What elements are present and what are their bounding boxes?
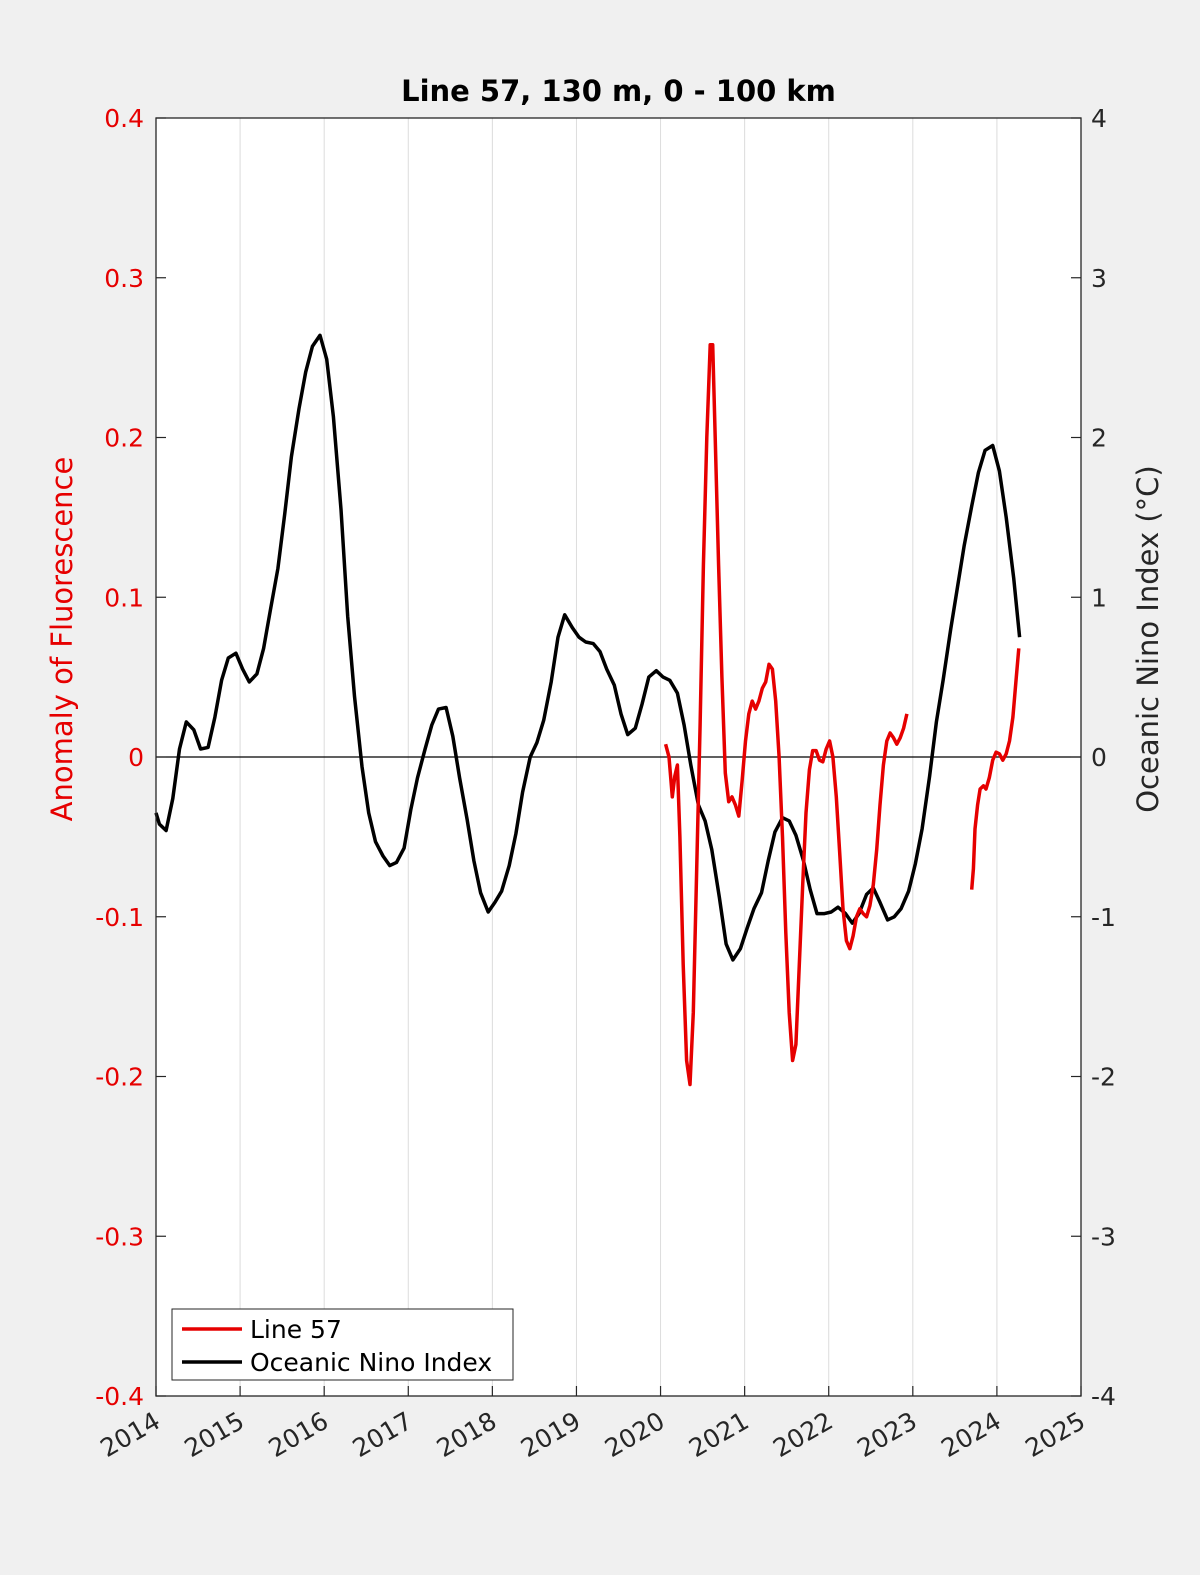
left-tick-label: -0.4 [95,1382,144,1411]
right-tick-label: 1 [1091,583,1107,612]
series-layer [154,333,1022,1087]
left-tick-label: 0 [128,743,144,772]
left-axis-label: Anomaly of Fluorescence [45,457,79,822]
legend: Line 57 Oceanic Nino Index [171,1308,514,1381]
line-57-series-segment [969,648,1021,890]
left-tick-label: 0.2 [104,424,144,453]
left-tick-label: -0.3 [95,1222,144,1251]
right-tick-label: 2 [1091,424,1107,453]
right-axis-label: Oceanic Nino Index (°C) [1131,465,1165,813]
chart-title: Line 57, 130 m, 0 - 100 km [401,74,836,108]
left-tick-label: 0.3 [104,264,144,293]
line-57-series-segment [663,343,909,1087]
legend-box [171,1308,514,1381]
right-axis-ticks: -4 -3 -2 -1 0 1 2 3 4 [1071,104,1116,1411]
legend-label-line-57: Line 57 [250,1315,342,1344]
right-tick-label: 0 [1091,743,1107,772]
left-axis-ticks: -0.4 -0.3 -0.2 -0.1 0 0.1 0.2 0.3 0.4 [95,104,166,1411]
oni-series-line [154,333,1022,962]
left-tick-label: -0.1 [95,903,144,932]
right-tick-label: -4 [1091,1382,1116,1411]
left-tick-label: 0.4 [104,104,144,133]
right-tick-label: 4 [1091,104,1107,133]
left-tick-label: 0.1 [104,583,144,612]
right-tick-label: -1 [1091,903,1116,932]
legend-label-oni: Oceanic Nino Index [250,1348,492,1377]
left-tick-label: -0.2 [95,1063,144,1092]
right-tick-label: 3 [1091,264,1107,293]
right-tick-label: -2 [1091,1063,1116,1092]
right-tick-label: -3 [1091,1222,1116,1251]
